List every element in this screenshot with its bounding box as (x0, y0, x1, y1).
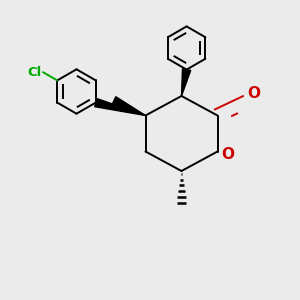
Text: O: O (248, 85, 260, 100)
Polygon shape (112, 97, 146, 116)
Text: Cl: Cl (27, 66, 41, 79)
Text: O: O (221, 147, 234, 162)
Polygon shape (182, 69, 191, 96)
Polygon shape (95, 98, 146, 116)
